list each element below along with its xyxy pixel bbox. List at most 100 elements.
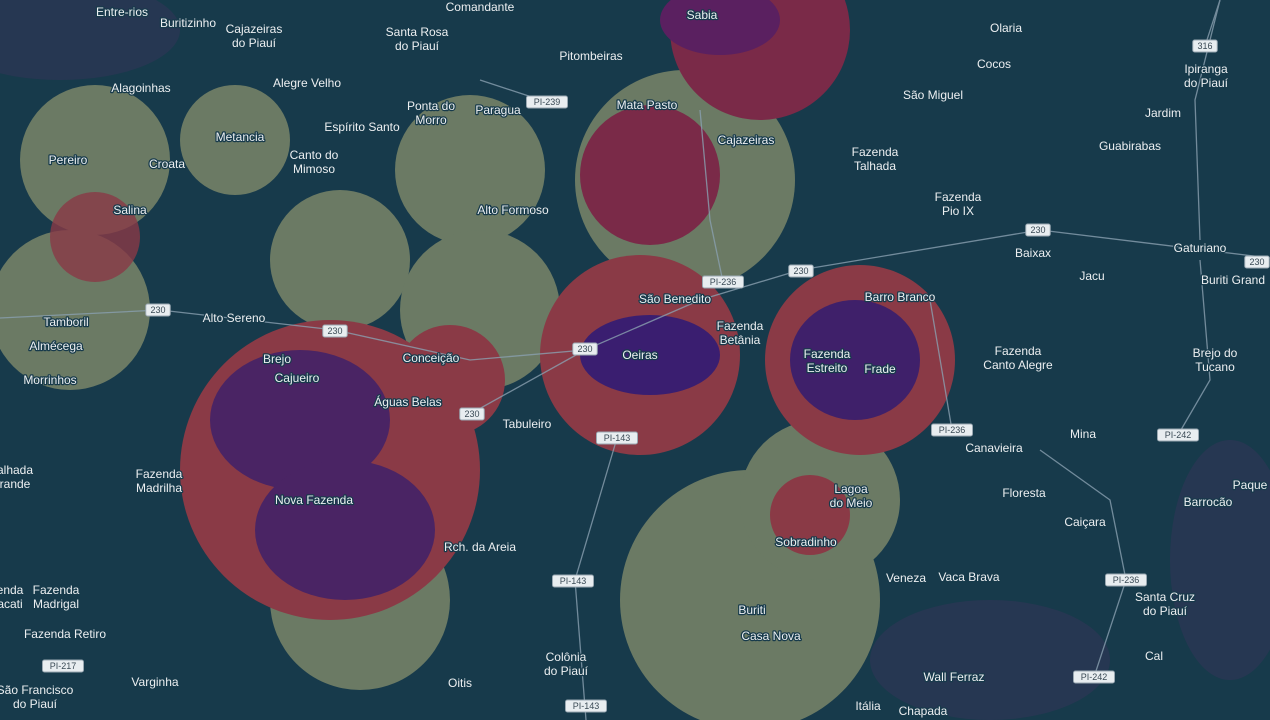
place-label-line: Pitombeiras (559, 49, 622, 63)
place-label: Paque (1233, 478, 1268, 492)
place-label: Cal (1145, 649, 1163, 663)
place-label-line: Colônia (546, 650, 587, 664)
place-label-line: Casa Nova (741, 629, 801, 643)
place-label-line: Mimoso (293, 162, 335, 176)
place-label-line: Tabuleiro (503, 417, 552, 431)
place-label: Águas Belas (374, 394, 441, 409)
place-label-line: Ipiranga (1184, 62, 1228, 76)
place-label-line: Oitis (448, 676, 472, 690)
place-label: São Francisco do Piauí (0, 683, 74, 711)
place-label: Comandante (446, 0, 515, 14)
road-shield (572, 342, 598, 356)
place-label-line: Veneza (886, 571, 926, 585)
place-label-line: Conceição (403, 351, 460, 365)
road-shield (1192, 39, 1218, 53)
place-label-line: Cajazeiras (718, 133, 775, 147)
place-label-line: rande (0, 477, 31, 491)
place-label: Casa Nova (741, 629, 801, 643)
place-label: Mata Pasto (617, 98, 678, 112)
place-label: Brejo do Tucano (1193, 346, 1238, 374)
place-label-line: São Francisco (0, 683, 74, 697)
road-label: 316 (1197, 41, 1212, 51)
place-label-line: Alegre Velho (273, 76, 341, 90)
place-label: Barro Branco (865, 290, 936, 304)
place-label-line: Frade (864, 362, 896, 376)
place-label-line: Mina (1070, 427, 1096, 441)
road-label: PI-242 (1081, 672, 1108, 682)
place-label-line: enda (0, 583, 24, 597)
place-label-line: Morrinhos (23, 373, 76, 387)
place-label-line: Olaria (990, 21, 1022, 35)
place-label-line: Tucano (1195, 360, 1235, 374)
place-label: Jacu (1079, 269, 1104, 283)
road-shield (931, 423, 973, 437)
place-label-line: Brejo do (1193, 346, 1238, 360)
place-label-line: Canto do (290, 148, 339, 162)
place-label: Mina (1070, 427, 1096, 441)
place-label-line: Metancia (216, 130, 265, 144)
place-label: Almécega (29, 339, 83, 353)
place-label-line: Alto Formoso (477, 203, 549, 217)
place-label: São Miguel (903, 88, 963, 102)
road-shield (1073, 670, 1115, 684)
road-label: 230 (577, 344, 592, 354)
place-label-line: Alto Sereno (203, 311, 266, 325)
place-label-line: Espírito Santo (324, 120, 400, 134)
place-label: Buriti Grand (1201, 273, 1265, 287)
place-label: Jardim (1145, 106, 1181, 120)
place-label-line: Talhada (854, 159, 896, 173)
place-label-line: Sabia (687, 8, 718, 22)
place-label: Buriti (738, 603, 765, 617)
place-label: Barrocão (1184, 495, 1233, 509)
place-label: Brejo (263, 352, 291, 366)
place-label-line: do Piauí (232, 36, 277, 50)
place-label: Cajazeiras (718, 133, 775, 147)
place-label-line: Canavieira (965, 441, 1023, 455)
place-label-line: Cajazeiras (226, 22, 283, 36)
place-label-line: Madrilha (136, 481, 182, 495)
place-label: Fazenda Retiro (24, 627, 106, 641)
place-label-line: Barrocão (1184, 495, 1233, 509)
place-label-line: Fazenda (995, 344, 1042, 358)
road-shield (459, 407, 485, 421)
place-label: Olaria (990, 21, 1022, 35)
place-label-line: São Miguel (903, 88, 963, 102)
place-label-line: Mata Pasto (617, 98, 678, 112)
place-label-line: do Piauí (544, 664, 589, 678)
place-label-line: São Benedito (639, 292, 711, 306)
road-shield (42, 659, 84, 673)
place-label: Tamboril (43, 315, 88, 329)
road-shield (526, 95, 568, 109)
place-label-line: Nova Fazenda (275, 493, 353, 507)
road-label: PI-143 (560, 576, 587, 586)
place-label-line: alhada (0, 463, 33, 477)
place-label: Pereiro (49, 153, 88, 167)
road-label: PI-242 (1165, 430, 1192, 440)
place-label-line: do Piauí (395, 39, 440, 53)
place-label-line: Guabirabas (1099, 139, 1161, 153)
place-label: endaacati (0, 583, 24, 611)
place-label-line: Jardim (1145, 106, 1181, 120)
place-label-line: Canto Alegre (983, 358, 1053, 372)
place-label-line: Buriti (738, 603, 765, 617)
place-label-line: do Piauí (13, 697, 58, 711)
place-label-line: Ponta do (407, 99, 455, 113)
place-label-line: Cocos (977, 57, 1011, 71)
place-label: Santa Cruz do Piauí (1135, 590, 1195, 618)
place-label: Santa Rosa do Piauí (386, 25, 449, 53)
place-label: Alto Formoso (477, 203, 549, 217)
road-label: 230 (1030, 225, 1045, 235)
place-label-line: Salina (113, 203, 147, 217)
road-shield (322, 324, 348, 338)
road-label: 230 (150, 305, 165, 315)
place-label-line: Fazenda (804, 347, 851, 361)
place-label-line: Comandante (446, 0, 515, 14)
place-label: Vaca Brava (938, 570, 999, 584)
place-label: Colônia do Piauí (544, 650, 589, 678)
road-shield (702, 275, 744, 289)
place-label-line: Pereiro (49, 153, 88, 167)
place-label-line: Fazenda (717, 319, 764, 333)
place-label-line: Fazenda (935, 190, 982, 204)
road-shield (565, 699, 607, 713)
place-label-line: do Piauí (1184, 76, 1229, 90)
